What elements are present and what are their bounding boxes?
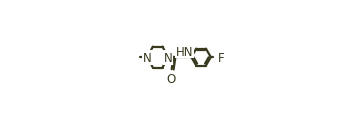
Text: O: O bbox=[167, 72, 176, 85]
Text: N: N bbox=[143, 51, 152, 64]
Text: F: F bbox=[218, 51, 225, 64]
Text: HN: HN bbox=[175, 45, 193, 58]
Text: N: N bbox=[163, 51, 172, 64]
